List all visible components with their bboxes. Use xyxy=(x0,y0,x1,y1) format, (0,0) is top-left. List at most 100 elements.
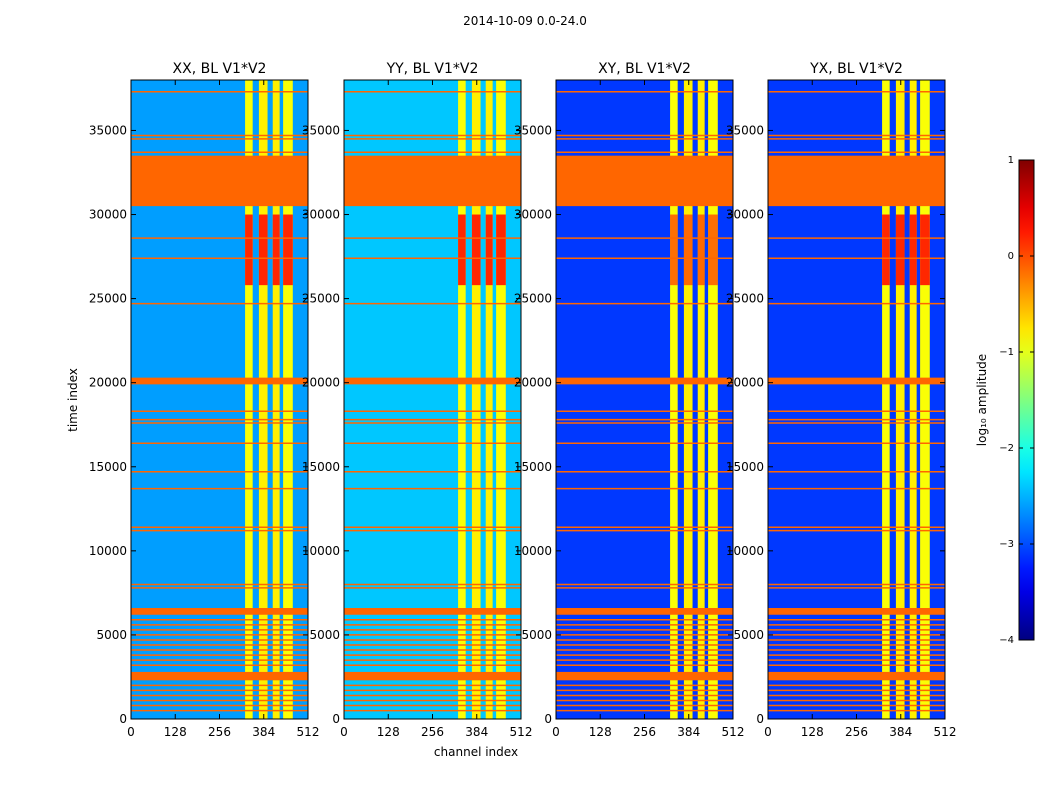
heatmap-image xyxy=(131,80,308,719)
y-tick-label: 35000 xyxy=(514,123,552,137)
flagged-range xyxy=(556,155,733,207)
signal-band xyxy=(697,80,705,719)
y-tick-label: 10000 xyxy=(514,544,552,558)
flagged-range xyxy=(131,155,308,207)
colorbar: 1 0 −1 −2 −3 −4 log₁₀ amplitude xyxy=(975,155,1035,646)
flagged-range xyxy=(556,377,733,385)
hot-region xyxy=(697,214,705,286)
x-tick-label: 512 xyxy=(510,725,533,739)
signal-band xyxy=(496,80,506,719)
x-tick-label: 512 xyxy=(722,725,745,739)
y-tick-label: 30000 xyxy=(302,208,340,222)
signal-band xyxy=(920,80,930,719)
panel-title: YY, BL V1*V2 xyxy=(386,61,479,77)
x-tick-label: 512 xyxy=(297,725,320,739)
x-tick-label: 384 xyxy=(677,725,700,739)
x-tick-label: 0 xyxy=(764,725,772,739)
y-tick-label: 5000 xyxy=(96,628,127,642)
panels-group: XX, BL V1*V2 0 128 256 384 512 0 5000 10000 15000… xyxy=(89,61,957,739)
y-tick-label: 35000 xyxy=(89,123,127,137)
y-tick-label: 20000 xyxy=(302,376,340,390)
hot-region xyxy=(683,214,693,286)
heatmap-image xyxy=(556,80,733,719)
hot-region xyxy=(670,214,678,286)
colorbar-tick-label: −1 xyxy=(999,347,1014,358)
y-tick-label: 25000 xyxy=(726,292,764,306)
signal-band xyxy=(683,80,693,719)
x-tick-label: 256 xyxy=(208,725,231,739)
y-tick-label: 25000 xyxy=(89,292,127,306)
y-tick-label: 0 xyxy=(544,712,552,726)
signal-band xyxy=(708,80,718,719)
hot-region xyxy=(471,214,481,286)
flagged-range xyxy=(344,377,521,385)
y-tick-label: 15000 xyxy=(726,460,764,474)
flagged-range xyxy=(556,671,733,681)
y-tick-label: 10000 xyxy=(302,544,340,558)
x-tick-label: 0 xyxy=(340,725,348,739)
signal-band xyxy=(458,80,466,719)
x-tick-label: 384 xyxy=(889,725,912,739)
y-tick-label: 5000 xyxy=(733,628,764,642)
heatmap-image xyxy=(768,80,945,719)
y-tick-label: 10000 xyxy=(89,544,127,558)
panel-title: XX, BL V1*V2 xyxy=(173,61,267,77)
y-tick-label: 0 xyxy=(332,712,340,726)
x-tick-label: 256 xyxy=(633,725,656,739)
heatmap-image xyxy=(344,80,521,719)
y-tick-label: 30000 xyxy=(514,208,552,222)
y-tick-label: 15000 xyxy=(89,460,127,474)
panel-yx: YX, BL V1*V2 0 128 256 384 512 0 5000 10000 15000… xyxy=(726,61,957,739)
hot-region xyxy=(909,214,917,286)
hot-region xyxy=(895,214,905,286)
y-tick-label: 0 xyxy=(119,712,127,726)
y-tick-label: 25000 xyxy=(514,292,552,306)
colorbar-tick-label: 0 xyxy=(1008,251,1014,262)
flagged-range xyxy=(556,608,733,615)
hot-region xyxy=(258,214,268,286)
y-tick-label: 20000 xyxy=(726,376,764,390)
signal-band xyxy=(245,80,253,719)
y-tick-label: 15000 xyxy=(514,460,552,474)
panel-yy: YY, BL V1*V2 0 128 256 384 512 0 5000 10000 15000… xyxy=(302,61,533,739)
flagged-range xyxy=(344,155,521,207)
x-tick-label: 128 xyxy=(589,725,612,739)
y-tick-label: 30000 xyxy=(89,208,127,222)
hot-region xyxy=(496,214,506,286)
x-tick-label: 256 xyxy=(845,725,868,739)
x-tick-label: 128 xyxy=(377,725,400,739)
panel-title: YX, BL V1*V2 xyxy=(809,61,903,77)
hot-region xyxy=(882,214,890,286)
flagged-range xyxy=(131,608,308,615)
hot-region xyxy=(283,214,293,286)
figure-title: 2014-10-09 0.0-24.0 xyxy=(463,14,587,28)
y-tick-label: 5000 xyxy=(309,628,340,642)
colorbar-label: log₁₀ amplitude xyxy=(975,354,989,446)
x-tick-label: 384 xyxy=(465,725,488,739)
y-tick-label: 25000 xyxy=(302,292,340,306)
x-tick-label: 128 xyxy=(801,725,824,739)
y-tick-label: 0 xyxy=(756,712,764,726)
colorbar-gradient xyxy=(1018,159,1035,641)
y-tick-label: 20000 xyxy=(89,376,127,390)
flagged-range xyxy=(344,671,521,681)
flagged-range xyxy=(768,608,945,615)
flagged-range xyxy=(131,671,308,681)
x-tick-label: 0 xyxy=(127,725,135,739)
hot-region xyxy=(708,214,718,286)
signal-band xyxy=(283,80,293,719)
signal-band xyxy=(670,80,678,719)
colorbar-tick-label: 1 xyxy=(1008,155,1014,166)
y-tick-label: 15000 xyxy=(302,460,340,474)
x-tick-label: 256 xyxy=(421,725,444,739)
panel-title: XY, BL V1*V2 xyxy=(598,61,691,77)
flagged-range xyxy=(344,608,521,615)
signal-band xyxy=(485,80,493,719)
signal-band xyxy=(895,80,905,719)
signal-band xyxy=(471,80,481,719)
panel-xy: XY, BL V1*V2 0 128 256 384 512 0 5000 10000 15000… xyxy=(514,61,745,739)
flagged-range xyxy=(768,155,945,207)
hot-region xyxy=(458,214,466,286)
colorbar-tick-label: −2 xyxy=(999,443,1014,454)
